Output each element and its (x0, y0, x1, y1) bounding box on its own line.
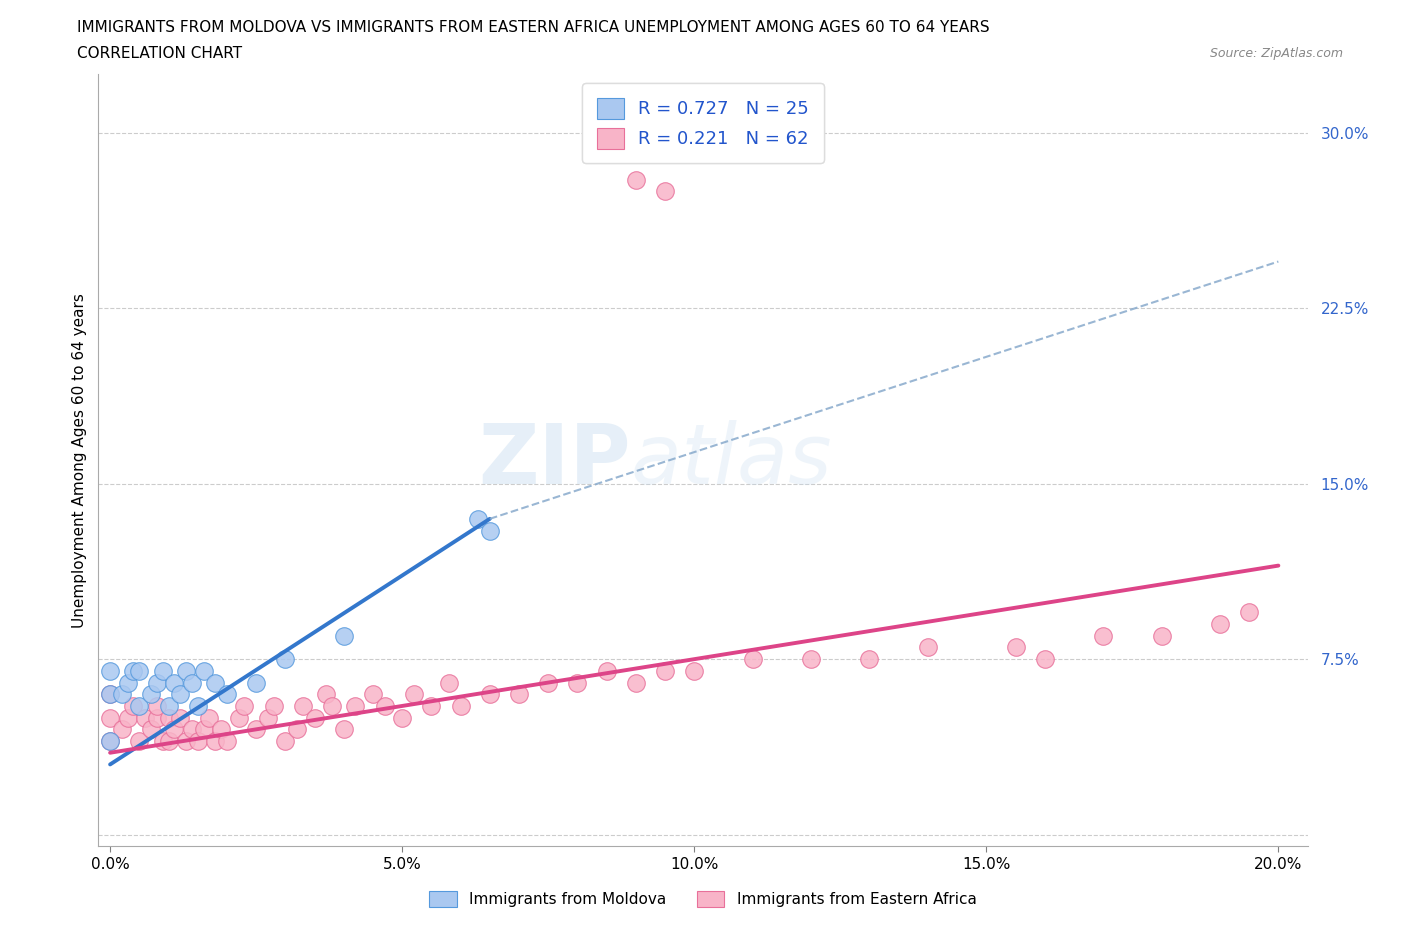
Point (128, 734, 150, 749)
Point (285, 722, 308, 737)
Point (291, 698, 314, 713)
Point (1004, 640, 1026, 655)
Point (209, 722, 232, 737)
Point (654, 184, 676, 199)
Point (163, 722, 186, 737)
Point (741, 652, 763, 667)
Point (174, 734, 197, 749)
Point (215, 734, 238, 749)
Point (233, 698, 256, 713)
Point (98, 687, 121, 702)
Point (917, 640, 939, 655)
Point (332, 629, 354, 644)
Point (624, 172, 647, 187)
Point (567, 675, 589, 690)
Point (98, 734, 121, 749)
Point (374, 698, 396, 713)
Point (478, 687, 501, 702)
Point (198, 711, 221, 725)
Point (134, 711, 156, 725)
Point (117, 711, 139, 725)
Point (478, 523, 501, 538)
Point (152, 663, 174, 678)
Text: ZIP: ZIP (478, 419, 630, 501)
Point (128, 698, 150, 713)
Point (157, 698, 180, 713)
Point (450, 698, 472, 713)
Point (98, 711, 121, 725)
Point (139, 722, 162, 737)
Point (245, 675, 267, 690)
Point (146, 698, 169, 713)
Point (467, 512, 489, 526)
Point (274, 734, 297, 749)
Point (163, 675, 186, 690)
Point (654, 663, 676, 678)
Point (420, 698, 443, 713)
Text: atlas: atlas (630, 419, 832, 501)
Point (1209, 617, 1232, 631)
Point (111, 722, 134, 737)
Point (437, 675, 460, 690)
Text: Source: ZipAtlas.com: Source: ZipAtlas.com (1209, 46, 1343, 60)
Point (344, 698, 367, 713)
Point (152, 734, 174, 749)
Point (624, 675, 647, 690)
Point (508, 687, 530, 702)
Y-axis label: Unemployment Among Ages 60 to 64 years: Unemployment Among Ages 60 to 64 years (72, 293, 87, 628)
Point (1150, 629, 1173, 644)
Point (204, 734, 226, 749)
Point (361, 687, 384, 702)
Point (98, 734, 121, 749)
Point (332, 722, 354, 737)
Point (111, 687, 134, 702)
Text: CORRELATION CHART: CORRELATION CHART (77, 46, 242, 61)
Point (800, 652, 823, 667)
Point (193, 663, 215, 678)
Point (304, 711, 326, 725)
Point (256, 711, 278, 725)
Point (537, 675, 560, 690)
Point (139, 687, 162, 702)
Point (321, 698, 343, 713)
Point (146, 675, 169, 690)
Legend: R = 0.727   N = 25, R = 0.221   N = 62: R = 0.727 N = 25, R = 0.221 N = 62 (582, 84, 824, 163)
Point (180, 722, 202, 737)
Point (157, 734, 180, 749)
Legend: Immigrants from Moldova, Immigrants from Eastern Africa: Immigrants from Moldova, Immigrants from… (423, 884, 983, 913)
Point (1092, 629, 1115, 644)
Point (1237, 604, 1260, 619)
Point (117, 675, 139, 690)
Point (858, 652, 880, 667)
Point (180, 675, 202, 690)
Point (98, 663, 121, 678)
Point (174, 663, 197, 678)
Point (683, 663, 706, 678)
Point (215, 687, 238, 702)
Point (315, 687, 337, 702)
Point (157, 711, 180, 725)
Point (187, 698, 209, 713)
Point (146, 711, 169, 725)
Point (402, 687, 425, 702)
Point (1033, 652, 1056, 667)
Point (204, 675, 226, 690)
Point (263, 698, 285, 713)
Point (228, 711, 250, 725)
Point (391, 711, 413, 725)
Point (122, 698, 145, 713)
Point (245, 722, 267, 737)
Point (169, 687, 191, 702)
Point (98, 687, 121, 702)
Point (187, 734, 209, 749)
Point (193, 722, 215, 737)
Point (128, 663, 150, 678)
Point (595, 663, 617, 678)
Point (169, 711, 191, 725)
Text: IMMIGRANTS FROM MOLDOVA VS IMMIGRANTS FROM EASTERN AFRICA UNEMPLOYMENT AMONG AGE: IMMIGRANTS FROM MOLDOVA VS IMMIGRANTS FR… (77, 20, 990, 35)
Point (122, 663, 145, 678)
Point (274, 652, 297, 667)
